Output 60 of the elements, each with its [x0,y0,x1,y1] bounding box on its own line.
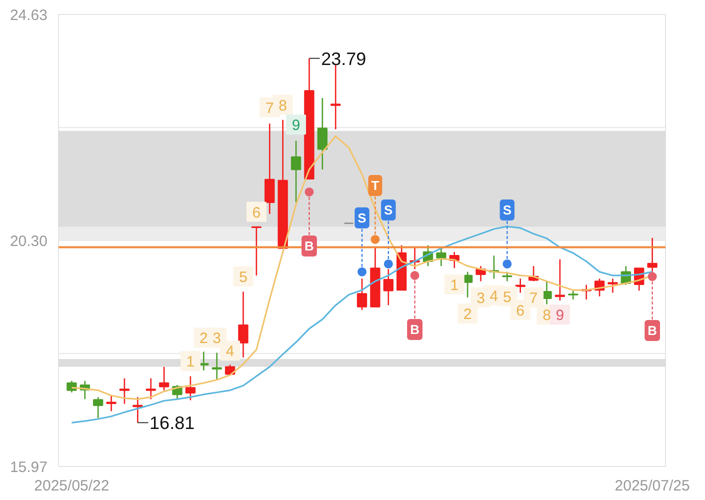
candlestick [119,378,130,405]
data-label: S [358,210,367,226]
candlestick [290,140,302,204]
y-tick-label: 15.97 [10,459,48,476]
candlestick [356,278,368,311]
y-tick-label: 24.63 [10,7,48,24]
data-label: T [371,178,380,193]
candlestick [317,97,328,170]
series-label: 7 [265,100,274,117]
data-label: S [384,202,394,218]
series-label: 4 [226,343,234,360]
series-label: 2 [199,330,208,348]
series-label: 3 [476,290,485,307]
candlestick [132,396,143,424]
series-label: 5 [502,288,512,306]
candlestick [93,396,104,419]
point [304,187,314,196]
candlestick [185,376,196,401]
data-label: B [410,322,420,337]
x-tick-label: 2025/07/25 [614,478,690,494]
point [358,267,366,276]
candlestick [647,237,658,272]
data-label: B [304,238,314,254]
point [410,270,420,280]
candlestick [238,291,248,358]
candlestick [251,226,262,276]
series-label: 8 [542,307,551,324]
candlestick [436,246,446,267]
series-label: 1 [186,354,195,371]
text: 23.79 [321,48,366,69]
data-label: B [648,323,657,338]
series-label: 6 [252,204,261,222]
series-label: 4 [490,288,498,305]
y-tick-label: 20.30 [10,233,48,250]
series-label: 3 [212,330,222,348]
candlestick [158,366,170,391]
point [370,234,380,244]
candlestick [146,378,156,400]
series-label: 9 [292,117,300,134]
candlestick [106,394,116,412]
series-label: 7 [529,290,538,307]
candlestick [608,278,618,294]
point [384,259,393,268]
data-label: S [502,202,512,218]
series-label: 6 [516,302,525,320]
point [502,259,512,268]
candlestick [383,268,394,306]
series-label: 2 [463,306,472,324]
candlestick [198,351,209,372]
candlestick [330,64,341,130]
series-label: 5 [239,269,248,286]
text: 16.81 [150,413,195,434]
x-tick-label: 2025/05/22 [34,478,110,494]
candlestick [212,352,222,381]
point [648,272,657,282]
series-label: 1 [450,276,459,294]
candlestick [264,122,275,215]
candlestick [554,258,566,302]
series-label: 9 [556,307,564,324]
series-label: 8 [278,97,287,114]
